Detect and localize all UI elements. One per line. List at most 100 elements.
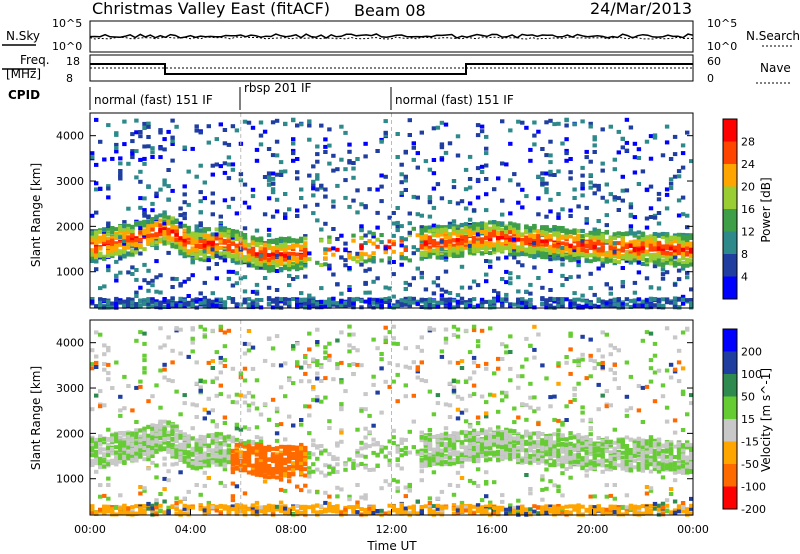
heatmap-cell bbox=[178, 303, 183, 308]
heatmap-cell bbox=[544, 234, 549, 239]
heatmap-cell bbox=[479, 170, 485, 174]
heatmap-cell bbox=[174, 507, 179, 512]
heatmap-cell bbox=[170, 360, 175, 365]
heatmap-cell bbox=[186, 229, 191, 234]
heatmap-cell bbox=[146, 234, 151, 238]
heatmap-cell bbox=[471, 246, 477, 251]
heatmap-cell bbox=[106, 184, 111, 189]
heatmap-cell bbox=[122, 374, 127, 379]
heatmap-cell bbox=[242, 441, 248, 446]
heatmap-cell bbox=[142, 488, 147, 493]
heatmap-cell bbox=[270, 249, 276, 254]
heatmap-cell bbox=[576, 233, 581, 238]
heatmap-cell bbox=[122, 437, 127, 442]
heatmap-cell bbox=[455, 299, 461, 304]
heatmap-cell bbox=[242, 465, 248, 469]
heatmap-cell bbox=[295, 208, 300, 213]
heatmap-cell bbox=[311, 179, 316, 184]
heatmap-cell bbox=[214, 247, 219, 252]
heatmap-cell bbox=[230, 249, 236, 254]
heatmap-cell bbox=[218, 462, 223, 467]
heatmap-cell bbox=[636, 147, 642, 152]
heatmap-cell bbox=[270, 266, 276, 271]
heatmap-cell bbox=[214, 137, 219, 142]
heatmap-cell bbox=[222, 305, 228, 310]
heatmap-cell bbox=[435, 228, 441, 233]
heatmap-cell bbox=[142, 161, 147, 166]
heatmap-cell bbox=[584, 240, 589, 245]
heatmap-cell bbox=[604, 282, 609, 287]
heatmap-cell bbox=[528, 228, 533, 233]
heatmap-cell bbox=[299, 266, 304, 271]
heatmap-cell bbox=[146, 230, 151, 235]
heatmap-cell bbox=[339, 299, 344, 304]
heatmap-cell bbox=[90, 151, 95, 156]
heatmap-cell bbox=[178, 470, 183, 475]
heatmap-cell bbox=[648, 243, 654, 248]
heatmap-cell bbox=[174, 242, 179, 246]
heatmap-cell bbox=[122, 450, 127, 455]
heatmap-cell bbox=[685, 225, 690, 230]
heatmap-cell bbox=[427, 225, 433, 230]
heatmap-cell bbox=[90, 453, 95, 458]
heatmap-cell bbox=[94, 258, 99, 263]
heatmap-cell bbox=[214, 245, 219, 250]
heatmap-cell bbox=[311, 186, 316, 191]
heatmap-cell bbox=[315, 301, 320, 306]
heatmap-cell bbox=[122, 235, 127, 240]
heatmap-cell bbox=[238, 427, 244, 432]
heatmap-cell bbox=[210, 247, 215, 252]
heatmap-cell bbox=[283, 253, 288, 258]
heatmap-cell bbox=[600, 260, 605, 265]
heatmap-cell bbox=[114, 296, 119, 301]
heatmap-cell bbox=[524, 224, 529, 229]
heatmap-cell bbox=[685, 238, 690, 243]
heatmap-cell bbox=[214, 243, 219, 248]
heatmap-cell bbox=[576, 240, 581, 245]
heatmap-cell bbox=[407, 258, 412, 263]
heatmap-cell bbox=[146, 304, 151, 309]
heatmap-cell bbox=[122, 241, 127, 246]
heatmap-cell bbox=[576, 237, 581, 242]
heatmap-cell bbox=[540, 242, 545, 247]
heatmap-cell bbox=[685, 258, 690, 263]
heatmap-cell bbox=[672, 300, 678, 305]
heatmap-cell bbox=[238, 443, 244, 447]
heatmap-cell bbox=[242, 119, 248, 124]
heatmap-cell bbox=[399, 252, 404, 256]
heatmap-cell bbox=[102, 362, 107, 366]
heatmap-cell bbox=[194, 297, 199, 302]
heatmap-cell bbox=[206, 396, 211, 401]
heatmap-cell bbox=[262, 276, 268, 280]
heatmap-cell bbox=[407, 230, 412, 235]
heatmap-cell bbox=[190, 436, 195, 441]
heatmap-cell bbox=[150, 278, 155, 283]
heatmap-cell bbox=[250, 258, 256, 263]
heatmap-cell bbox=[178, 236, 183, 241]
heatmap-cell bbox=[359, 257, 364, 262]
heatmap-cell bbox=[110, 505, 115, 509]
heatmap-cell bbox=[230, 196, 236, 201]
heatmap-cell bbox=[154, 505, 159, 510]
heatmap-cell bbox=[664, 140, 670, 145]
heatmap-cell bbox=[250, 463, 256, 468]
heatmap-cell bbox=[435, 304, 441, 309]
heatmap-cell bbox=[226, 328, 232, 333]
heatmap-cell bbox=[118, 235, 123, 240]
heatmap-cell bbox=[331, 252, 336, 257]
heatmap-cell bbox=[130, 453, 135, 458]
heatmap-cell bbox=[102, 447, 107, 452]
heatmap-cell bbox=[471, 208, 477, 213]
heatmap-cell bbox=[134, 511, 139, 516]
heatmap-cell bbox=[451, 219, 457, 224]
heatmap-cell bbox=[234, 505, 240, 510]
heatmap-cell bbox=[467, 177, 473, 181]
heatmap-cell bbox=[552, 299, 557, 304]
heatmap-cell bbox=[278, 259, 284, 264]
heatmap-cell bbox=[98, 389, 103, 394]
heatmap-cell bbox=[427, 239, 433, 244]
heatmap-cell bbox=[520, 300, 525, 305]
heatmap-cell bbox=[303, 236, 308, 241]
heatmap-cell bbox=[443, 257, 449, 262]
heatmap-cell bbox=[427, 214, 433, 219]
